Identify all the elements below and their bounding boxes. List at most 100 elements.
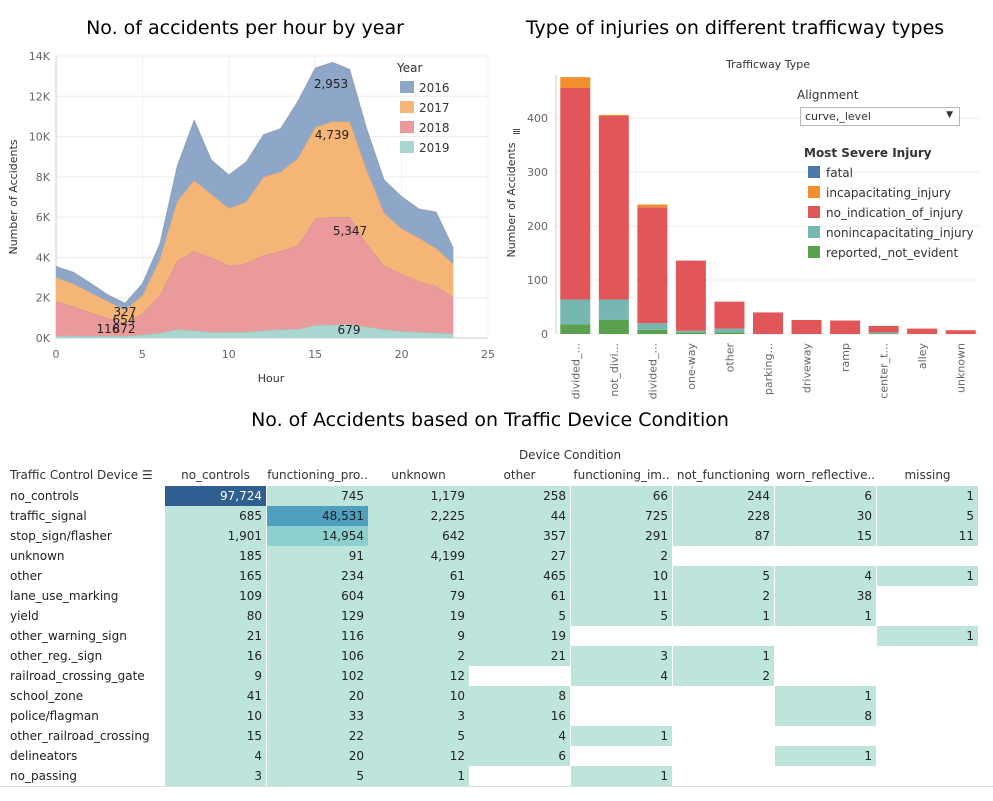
area-series-2016 — [56, 62, 454, 310]
bar-y-tick-label: 300 — [527, 166, 548, 179]
column-header: unknown — [391, 468, 446, 482]
heatmap-cell: 80 — [165, 606, 266, 626]
bar-y-tick-label: 100 — [527, 274, 548, 287]
bar-segment-no_indication_of_injury — [637, 207, 668, 324]
heatmap-cell: 234 — [267, 566, 368, 586]
heatmap-cell: 3 — [571, 646, 672, 666]
heatmap-cell: 10 — [571, 566, 672, 586]
heatmap-cell: 27 — [469, 546, 570, 566]
heatmap-cell: 12 — [368, 746, 469, 766]
bar-category-label: one-way — [685, 343, 698, 390]
bar-y-tick-label: 400 — [527, 112, 548, 125]
bar-segment-no_indication_of_injury — [598, 116, 629, 300]
injury-legend-swatch — [808, 206, 820, 218]
injury-legend-label: fatal — [826, 166, 853, 180]
area-data-label: 327 — [114, 305, 137, 319]
heatmap-cell: 20 — [267, 746, 368, 766]
bar-category-label: other — [723, 343, 736, 373]
heatmap-cell — [775, 646, 876, 666]
bar-category-label: ramp — [839, 343, 852, 372]
bar-category-label: driveway — [801, 343, 814, 394]
heatmap-cell — [877, 546, 978, 566]
heatmap-cell: 244 — [673, 486, 774, 506]
area-legend-swatch — [400, 141, 414, 153]
bar-segment-reported,_not_evident — [868, 333, 899, 334]
heatmap-cell: 15 — [165, 726, 266, 746]
row-label: railroad_crossing_gate — [10, 669, 145, 683]
heatmap-cell: 1 — [673, 606, 774, 626]
heatmap-cell — [775, 546, 876, 566]
column-header: functioning_im.. — [573, 468, 670, 482]
row-label: police/flagman — [10, 709, 99, 723]
heatmap-cell: 11 — [877, 526, 978, 546]
heatmap-cell — [571, 626, 672, 646]
heatmap-cell: 4,199 — [368, 546, 469, 566]
y-tick-label: 2K — [36, 292, 51, 305]
heatmap-cell: 2 — [571, 546, 672, 566]
bar-segment-no_indication_of_injury — [753, 312, 783, 334]
alignment-filter-value: curve,_level — [805, 110, 871, 123]
bar-segment-no_indication_of_injury — [945, 330, 976, 334]
row-label: other — [10, 569, 42, 583]
area-chart-title: No. of accidents per hour by year — [86, 17, 404, 39]
injury-legend-title: Most Severe Injury — [804, 146, 932, 160]
heatmap-cell: 10 — [368, 686, 469, 706]
injury-legend-swatch — [808, 166, 820, 178]
column-header: not_functioning — [676, 468, 771, 482]
area-data-label: 654 — [113, 313, 136, 327]
heatmap-cell: 14,954 — [267, 526, 368, 546]
area-legend-title: Year — [396, 61, 422, 75]
heatmap-cell — [775, 626, 876, 646]
bar-category-label: alley — [916, 343, 929, 370]
heatmap-cell: 30 — [775, 506, 876, 526]
bar-segment-nonincapacitating_injury — [598, 299, 629, 320]
area-data-label: 2,953 — [314, 77, 348, 91]
area-series-2019 — [56, 324, 454, 338]
heatmap-cell — [775, 766, 876, 786]
y-tick-label: 10K — [29, 131, 51, 144]
heatmap-cell: 3 — [368, 706, 469, 726]
alignment-filter-dropdown[interactable]: curve,_level ▼ — [800, 107, 960, 126]
sort-icon: ≡ — [512, 125, 521, 138]
column-header: worn_reflective.. — [775, 468, 876, 482]
heatmap-cell: 5 — [469, 606, 570, 626]
bar-segment-incapacitating_injury — [560, 77, 591, 88]
area-legend-swatch — [400, 81, 414, 93]
heatmap-cell: 6 — [775, 486, 876, 506]
row-label: traffic_signal — [10, 509, 87, 523]
bar-category-label: parking... — [762, 343, 775, 395]
heatmap-cell: 2,225 — [368, 506, 469, 526]
area-series-2017 — [56, 121, 454, 323]
heatmap-cell — [877, 746, 978, 766]
bar-segment-no_indication_of_injury — [830, 320, 861, 334]
heatmap-cell: 725 — [571, 506, 672, 526]
bar-segment-nonincapacitating_injury — [637, 323, 668, 330]
y-tick-label: 14K — [29, 50, 51, 63]
row-label: no_passing — [10, 769, 77, 783]
heatmap-cell: 19 — [469, 626, 570, 646]
row-label: school_zone — [10, 689, 84, 703]
heatmap-cell: 20 — [267, 686, 368, 706]
area-legend-label: 2019 — [419, 141, 450, 155]
heatmap-cell: 745 — [267, 486, 368, 506]
heatmap-cell: 9 — [368, 626, 469, 646]
area-legend-swatch — [400, 101, 414, 113]
heatmap-cell: 19 — [368, 606, 469, 626]
heatmap-cell: 97,724 — [165, 486, 266, 506]
bar-segment-incapacitating_injury — [598, 114, 629, 117]
heatmap-cell — [877, 666, 978, 686]
heatmap-cell: 8 — [469, 686, 570, 706]
x-tick-label: 0 — [53, 348, 60, 361]
bar-segment-reported,_not_evident — [560, 324, 591, 334]
heatmap-cell — [877, 686, 978, 706]
heatmap-cell — [469, 766, 570, 786]
heatmap-cell: 185 — [165, 546, 266, 566]
bar-segment-incapacitating_injury — [637, 204, 668, 208]
bar-segment-reported,_not_evident — [637, 329, 668, 334]
heatmap-cell — [571, 746, 672, 766]
heatmap-cell: 1 — [775, 606, 876, 626]
heatmap-cell — [673, 686, 774, 706]
heatmap-cell: 21 — [469, 646, 570, 666]
column-header: missing — [904, 468, 951, 482]
area-legend-label: 2016 — [419, 81, 450, 95]
